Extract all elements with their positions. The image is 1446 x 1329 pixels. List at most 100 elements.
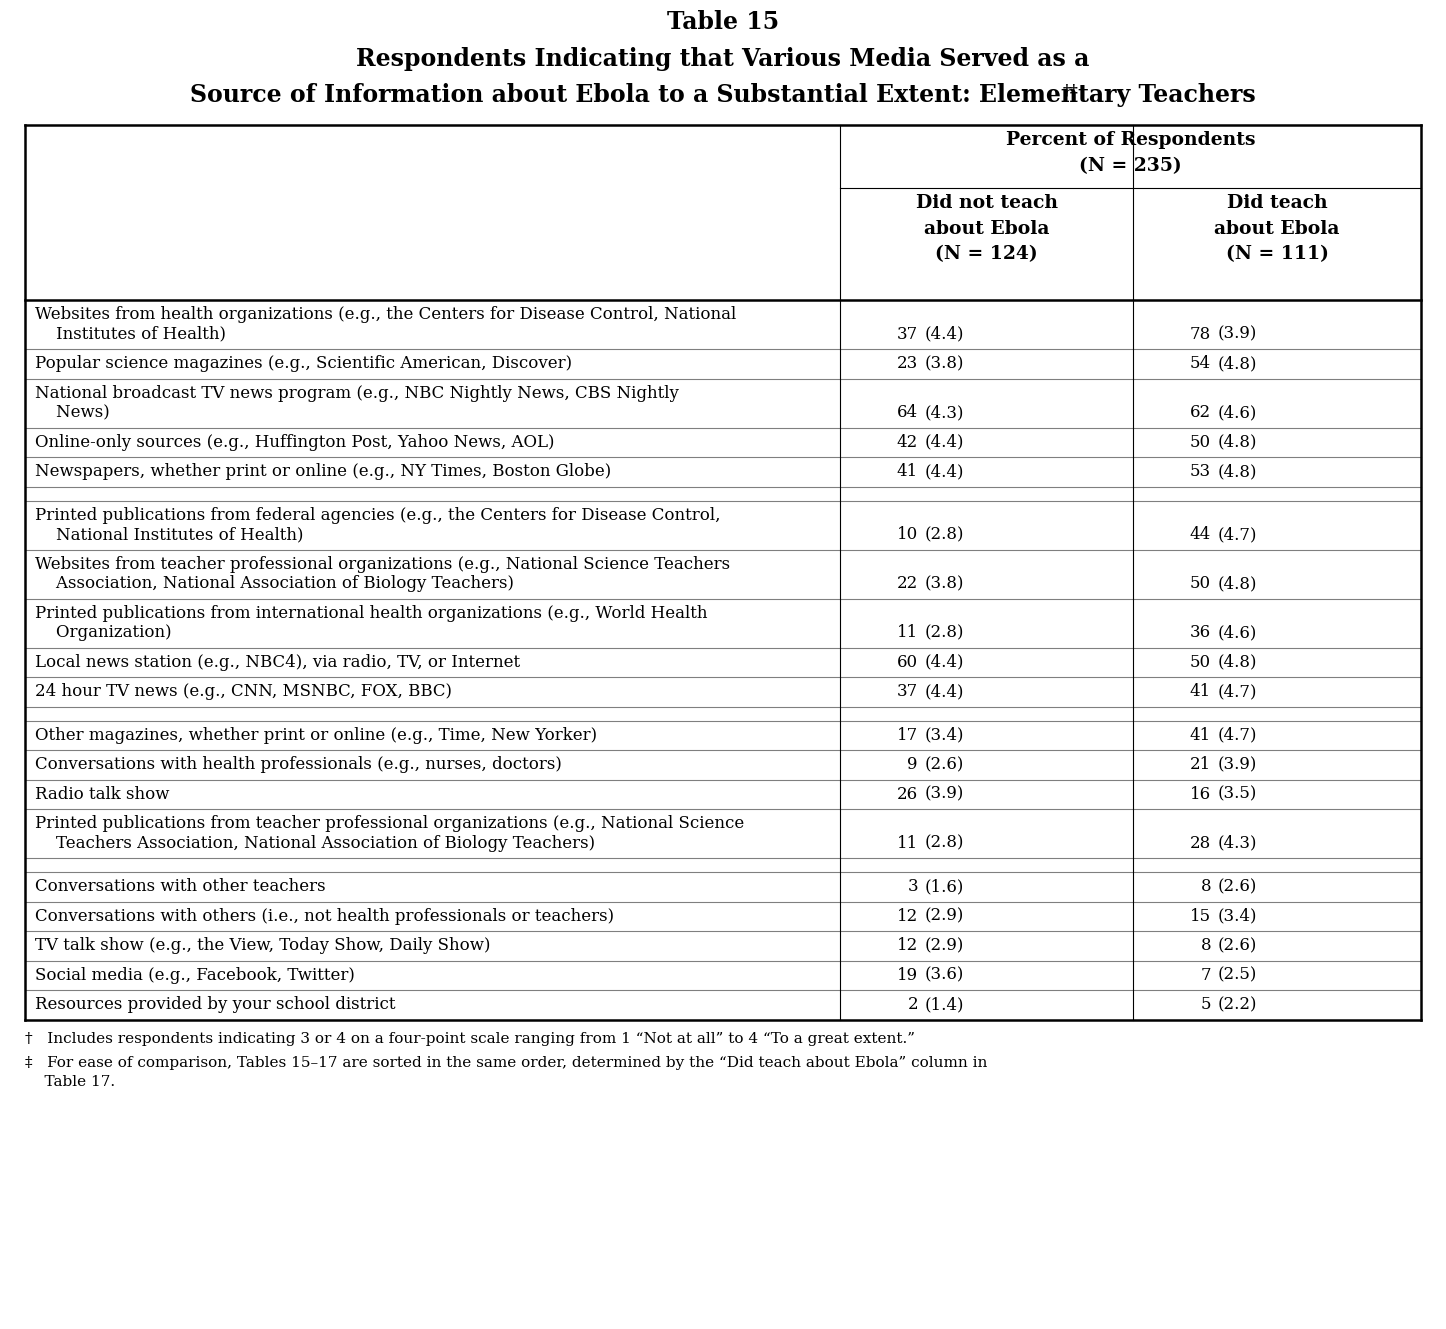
Text: 41: 41 (897, 464, 918, 480)
Text: 64: 64 (897, 404, 918, 421)
Text: Printed publications from teacher professional organizations (e.g., National Sci: Printed publications from teacher profes… (35, 815, 745, 832)
Text: (3.8): (3.8) (925, 355, 964, 372)
Text: Association, National Association of Biology Teachers): Association, National Association of Bio… (35, 575, 513, 593)
Text: 37: 37 (897, 683, 918, 700)
Text: Other magazines, whether print or online (e.g., Time, New Yorker): Other magazines, whether print or online… (35, 727, 597, 744)
Text: 22: 22 (897, 575, 918, 593)
Text: (4.8): (4.8) (1218, 464, 1258, 480)
Text: 23: 23 (897, 355, 918, 372)
Text: (4.3): (4.3) (1218, 835, 1258, 852)
Text: 28: 28 (1190, 835, 1210, 852)
Text: 41: 41 (1190, 683, 1210, 700)
Text: (4.4): (4.4) (925, 433, 964, 451)
Text: (4.7): (4.7) (1218, 727, 1258, 744)
Text: 50: 50 (1190, 433, 1210, 451)
Text: (4.8): (4.8) (1218, 575, 1258, 593)
Text: 9: 9 (908, 756, 918, 773)
Text: Percent of Respondents
(N = 235): Percent of Respondents (N = 235) (1006, 132, 1255, 174)
Text: 8: 8 (1200, 878, 1210, 896)
Text: (1.4): (1.4) (925, 997, 964, 1013)
Text: Popular science magazines (e.g., Scientific American, Discover): Popular science magazines (e.g., Scienti… (35, 355, 573, 372)
Text: (2.8): (2.8) (925, 625, 964, 642)
Text: Printed publications from international health organizations (e.g., World Health: Printed publications from international … (35, 605, 707, 622)
Text: Social media (e.g., Facebook, Twitter): Social media (e.g., Facebook, Twitter) (35, 966, 354, 983)
Text: Resources provided by your school district: Resources provided by your school distri… (35, 997, 396, 1013)
Text: (2.6): (2.6) (1218, 878, 1258, 896)
Text: Conversations with others (i.e., not health professionals or teachers): Conversations with others (i.e., not hea… (35, 908, 615, 925)
Text: (3.8): (3.8) (925, 575, 964, 593)
Text: 8: 8 (1200, 937, 1210, 954)
Text: (2.6): (2.6) (1218, 937, 1258, 954)
Text: News): News) (35, 404, 110, 421)
Text: (4.3): (4.3) (925, 404, 964, 421)
Text: 41: 41 (1190, 727, 1210, 744)
Text: (4.7): (4.7) (1218, 683, 1258, 700)
Text: 16: 16 (1190, 785, 1210, 803)
Text: †   Includes respondents indicating 3 or 4 on a four-point scale ranging from 1 : † Includes respondents indicating 3 or 4… (25, 1031, 915, 1046)
Text: 54: 54 (1190, 355, 1210, 372)
Text: 60: 60 (897, 654, 918, 671)
Text: (2.2): (2.2) (1218, 997, 1258, 1013)
Text: Local news station (e.g., NBC4), via radio, TV, or Internet: Local news station (e.g., NBC4), via rad… (35, 654, 521, 671)
Text: (4.6): (4.6) (1218, 404, 1258, 421)
Text: 11: 11 (897, 835, 918, 852)
Text: 12: 12 (897, 937, 918, 954)
Text: (3.5): (3.5) (1218, 785, 1258, 803)
Text: 12: 12 (897, 908, 918, 925)
Text: (4.4): (4.4) (925, 683, 964, 700)
Text: Websites from teacher professional organizations (e.g., National Science Teacher: Websites from teacher professional organ… (35, 556, 730, 573)
Text: 26: 26 (897, 785, 918, 803)
Text: 15: 15 (1190, 908, 1210, 925)
Text: Radio talk show: Radio talk show (35, 785, 169, 803)
Text: (4.4): (4.4) (925, 464, 964, 480)
Text: Printed publications from federal agencies (e.g., the Centers for Disease Contro: Printed publications from federal agenci… (35, 506, 720, 524)
Text: 17: 17 (897, 727, 918, 744)
Text: (2.5): (2.5) (1218, 966, 1258, 983)
Text: (4.7): (4.7) (1218, 526, 1258, 544)
Text: 36: 36 (1190, 625, 1210, 642)
Text: (2.6): (2.6) (925, 756, 964, 773)
Text: 44: 44 (1190, 526, 1210, 544)
Text: (3.9): (3.9) (1218, 756, 1258, 773)
Text: Conversations with health professionals (e.g., nurses, doctors): Conversations with health professionals … (35, 756, 562, 773)
Text: Organization): Organization) (35, 625, 172, 642)
Text: 19: 19 (897, 966, 918, 983)
Text: (3.4): (3.4) (925, 727, 964, 744)
Text: Did not teach
about Ebola
(N = 124): Did not teach about Ebola (N = 124) (915, 194, 1057, 263)
Text: Newspapers, whether print or online (e.g., NY Times, Boston Globe): Newspapers, whether print or online (e.g… (35, 464, 612, 480)
Text: ‡   For ease of comparison, Tables 15–17 are sorted in the same order, determine: ‡ For ease of comparison, Tables 15–17 a… (25, 1055, 988, 1070)
Text: Online-only sources (e.g., Huffington Post, Yahoo News, AOL): Online-only sources (e.g., Huffington Po… (35, 433, 554, 451)
Text: 24 hour TV news (e.g., CNN, MSNBC, FOX, BBC): 24 hour TV news (e.g., CNN, MSNBC, FOX, … (35, 683, 453, 700)
Text: (4.4): (4.4) (925, 654, 964, 671)
Text: (3.6): (3.6) (925, 966, 964, 983)
Text: Did teach
about Ebola
(N = 111): Did teach about Ebola (N = 111) (1215, 194, 1339, 263)
Text: 11: 11 (897, 625, 918, 642)
Text: 21: 21 (1190, 756, 1210, 773)
Text: (4.8): (4.8) (1218, 433, 1258, 451)
Text: 50: 50 (1190, 575, 1210, 593)
Text: Table 15: Table 15 (667, 11, 779, 35)
Text: (2.8): (2.8) (925, 835, 964, 852)
Text: 78: 78 (1190, 326, 1210, 343)
Text: (2.9): (2.9) (925, 937, 964, 954)
Text: Institutes of Health): Institutes of Health) (35, 326, 226, 343)
Text: National Institutes of Health): National Institutes of Health) (35, 526, 304, 544)
Text: 2: 2 (908, 997, 918, 1013)
Text: Table 17.: Table 17. (25, 1075, 116, 1090)
Text: 5: 5 (1200, 997, 1210, 1013)
Text: (1.6): (1.6) (925, 878, 964, 896)
Text: National broadcast TV news program (e.g., NBC Nightly News, CBS Nightly: National broadcast TV news program (e.g.… (35, 385, 678, 401)
Text: 42: 42 (897, 433, 918, 451)
Text: Conversations with other teachers: Conversations with other teachers (35, 878, 325, 896)
Text: 37: 37 (897, 326, 918, 343)
Text: 53: 53 (1190, 464, 1210, 480)
Text: (4.4): (4.4) (925, 326, 964, 343)
Text: Respondents Indicating that Various Media Served as a: Respondents Indicating that Various Medi… (356, 47, 1090, 70)
Text: 62: 62 (1190, 404, 1210, 421)
Text: 50: 50 (1190, 654, 1210, 671)
Text: 3: 3 (908, 878, 918, 896)
Text: (3.9): (3.9) (1218, 326, 1258, 343)
Text: (3.9): (3.9) (925, 785, 964, 803)
Text: TV talk show (e.g., the View, Today Show, Daily Show): TV talk show (e.g., the View, Today Show… (35, 937, 490, 954)
Text: (3.4): (3.4) (1218, 908, 1258, 925)
